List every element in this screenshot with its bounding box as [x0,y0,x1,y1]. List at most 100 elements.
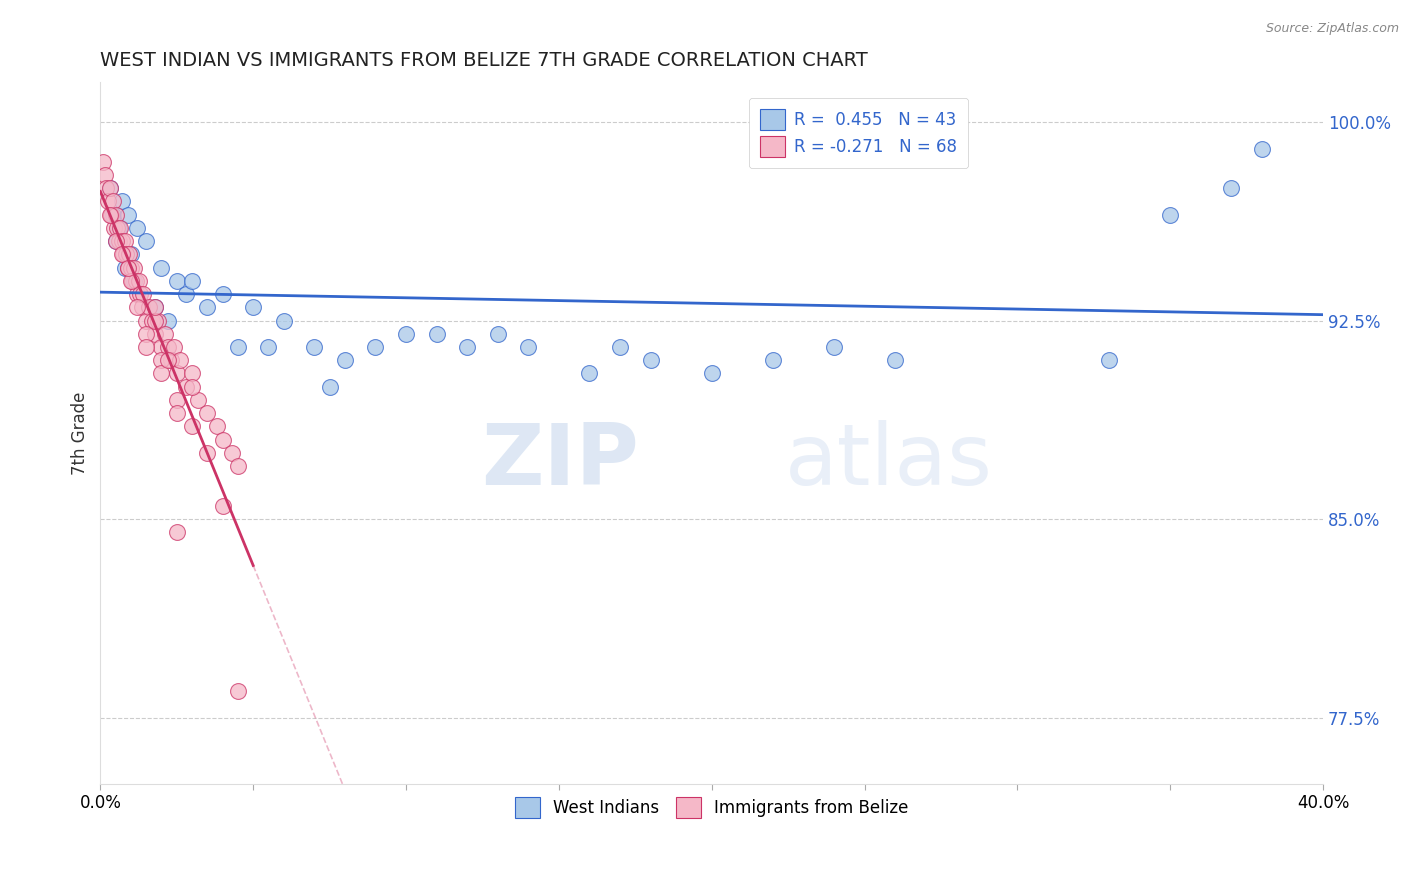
Point [98,208,121,222]
Point [104,234,127,248]
Point [226,459,249,474]
Point [122,260,145,275]
Point [135,234,157,248]
Point [111,194,134,209]
Point [107,221,129,235]
Text: ZIP: ZIP [481,419,638,502]
Text: atlas: atlas [785,419,993,502]
Point [211,433,233,447]
Point [107,234,129,248]
Point [166,406,188,420]
Point [486,326,509,341]
Point [205,419,228,434]
Point [1220,181,1243,195]
Point [135,313,157,327]
Point [135,340,157,354]
Point [145,313,167,327]
Point [125,301,148,315]
Point [122,274,145,288]
Point [211,287,233,301]
Point [120,274,142,288]
Point [153,326,176,341]
Point [221,446,243,460]
Point [169,353,191,368]
Point [150,353,173,368]
Point [578,367,600,381]
Point [304,340,326,354]
Point [97,194,120,209]
Point [700,367,723,381]
Point [101,194,124,209]
Point [181,367,204,381]
Point [124,274,146,288]
Point [364,340,387,354]
Point [145,301,167,315]
Point [884,353,907,368]
Point [125,287,148,301]
Point [333,353,356,368]
Point [609,340,631,354]
Point [156,340,179,354]
Point [257,340,280,354]
Point [456,340,478,354]
Point [1159,208,1181,222]
Point [145,301,167,315]
Point [156,353,179,368]
Point [120,260,142,275]
Point [93,154,115,169]
Text: Source: ZipAtlas.com: Source: ZipAtlas.com [1265,22,1399,36]
Point [426,326,449,341]
Point [242,301,264,315]
Point [111,247,134,261]
Point [117,260,139,275]
Point [181,380,204,394]
Point [195,301,218,315]
Point [762,353,785,368]
Point [145,326,167,341]
Point [104,234,127,248]
Point [163,340,186,354]
Point [110,221,132,235]
Point [148,313,170,327]
Point [117,260,139,275]
Point [226,684,249,698]
Point [132,287,155,301]
Point [318,380,340,394]
Point [111,234,134,248]
Point [114,260,136,275]
Point [166,367,188,381]
Point [195,446,218,460]
Point [120,247,142,261]
Point [1251,141,1274,155]
Point [141,313,163,327]
Point [105,221,128,235]
Point [150,260,173,275]
Point [101,208,124,222]
Point [138,301,160,315]
Point [166,525,188,540]
Point [135,326,157,341]
Point [115,247,138,261]
Point [128,274,150,288]
Point [395,326,418,341]
Point [114,234,136,248]
Point [96,181,118,195]
Point [181,419,204,434]
Point [159,353,181,368]
Point [117,208,139,222]
Point [98,181,121,195]
Point [195,406,218,420]
Point [125,221,148,235]
Point [112,247,135,261]
Point [150,340,173,354]
Point [226,340,249,354]
Point [98,181,121,195]
Point [187,392,209,407]
Point [166,392,188,407]
Point [100,208,122,222]
Point [156,313,179,327]
Point [118,247,141,261]
Point [1098,353,1121,368]
Point [273,313,295,327]
Legend: West Indians, Immigrants from Belize: West Indians, Immigrants from Belize [508,791,915,824]
